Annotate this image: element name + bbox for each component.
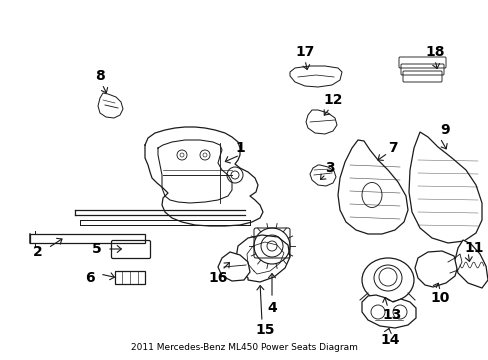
Polygon shape [414,251,457,287]
Polygon shape [98,93,123,118]
Polygon shape [309,165,335,186]
Polygon shape [289,66,341,87]
Text: 16: 16 [208,271,227,285]
Text: 10: 10 [429,291,449,305]
Polygon shape [218,252,249,281]
Text: 1: 1 [235,141,244,155]
Text: 14: 14 [380,333,399,347]
Polygon shape [337,140,407,234]
Text: 12: 12 [323,93,342,107]
Text: 17: 17 [295,45,314,59]
Text: 3: 3 [325,161,334,175]
Text: 8: 8 [95,69,104,83]
Polygon shape [305,110,336,134]
Polygon shape [236,235,289,282]
Text: 9: 9 [439,123,449,137]
Text: 2011 Mercedes-Benz ML450 Power Seats Diagram: 2011 Mercedes-Benz ML450 Power Seats Dia… [131,343,357,352]
Text: 18: 18 [425,45,444,59]
Text: 15: 15 [255,323,274,337]
Text: 4: 4 [266,301,276,315]
Polygon shape [361,295,415,328]
Text: 7: 7 [387,141,397,155]
Polygon shape [408,132,481,243]
Text: 13: 13 [382,308,401,322]
Text: 11: 11 [463,241,483,255]
Polygon shape [454,240,487,288]
Text: 5: 5 [92,242,102,256]
Text: 6: 6 [85,271,95,285]
Text: 2: 2 [33,245,43,259]
